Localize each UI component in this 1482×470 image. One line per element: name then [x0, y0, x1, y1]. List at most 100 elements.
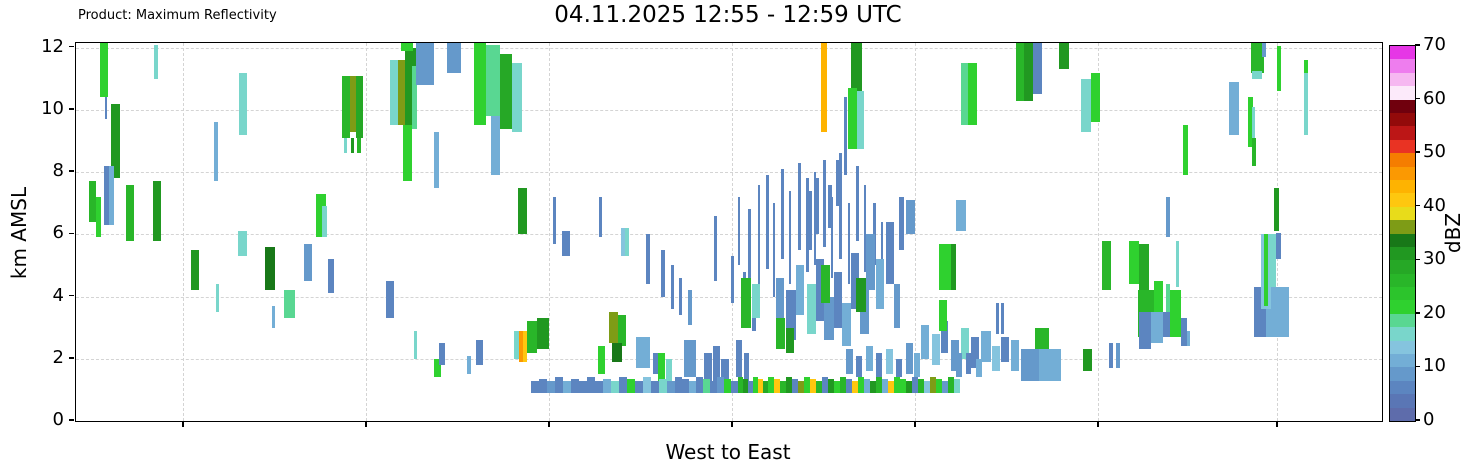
colorbar-tick-label: 20	[1423, 301, 1446, 323]
colorbar-tick-mark	[1415, 44, 1420, 46]
reflectivity-bar	[842, 302, 851, 347]
reflectivity-bar	[272, 305, 275, 328]
reflectivity-bar	[899, 197, 904, 250]
colorbar-tick-label: 30	[1423, 248, 1446, 270]
colorbar-tick-mark	[1415, 151, 1420, 153]
reflectivity-bar	[1187, 330, 1190, 347]
reflectivity-bar	[1001, 302, 1004, 334]
reflectivity-bar	[912, 377, 918, 393]
reflectivity-bar	[710, 380, 717, 393]
reflectivity-bar	[743, 379, 748, 393]
reflectivity-bar	[635, 380, 643, 393]
y-tick-mark	[69, 419, 74, 421]
reflectivity-bar	[894, 284, 900, 328]
colorbar-segment	[1390, 139, 1415, 154]
reflectivity-bar	[688, 290, 692, 325]
reflectivity-bar	[1266, 287, 1289, 337]
reflectivity-bar	[474, 43, 486, 126]
reflectivity-bar	[821, 265, 830, 303]
reflectivity-bar	[512, 63, 522, 132]
colorbar-tick-label: 40	[1423, 194, 1446, 216]
reflectivity-bar	[265, 246, 275, 291]
reflectivity-bar	[888, 380, 894, 393]
reflectivity-bar	[776, 277, 784, 328]
reflectivity-bar	[939, 299, 947, 331]
reflectivity-bar	[1269, 234, 1276, 288]
product-label: Product: Maximum Reflectivity	[78, 8, 277, 23]
reflectivity-bar	[1035, 327, 1049, 350]
reflectivity-bar	[851, 253, 859, 309]
reflectivity-bar	[721, 358, 729, 384]
reflectivity-bar	[1276, 232, 1281, 260]
reflectivity-bar	[839, 153, 842, 260]
reflectivity-bar	[1166, 284, 1170, 313]
colorbar	[1389, 45, 1416, 422]
colorbar-segment	[1390, 58, 1415, 73]
reflectivity-bar	[828, 184, 832, 229]
reflectivity-bar	[603, 379, 611, 393]
reflectivity-bar	[857, 91, 864, 149]
colorbar-segment	[1390, 259, 1415, 274]
reflectivity-bar	[316, 193, 326, 238]
reflectivity-bar	[653, 352, 661, 375]
reflectivity-bar	[941, 321, 948, 353]
reflectivity-bar	[858, 377, 864, 393]
reflectivity-bar	[467, 355, 471, 375]
reflectivity-bar	[386, 281, 394, 319]
colorbar-segment	[1390, 125, 1415, 140]
reflectivity-bar	[1001, 337, 1009, 362]
reflectivity-bar	[866, 346, 873, 372]
colorbar-tick-mark	[1415, 258, 1420, 261]
reflectivity-bar	[611, 380, 619, 393]
reflectivity-bar	[1166, 197, 1170, 238]
reflectivity-bar	[555, 377, 563, 393]
reflectivity-bar	[900, 379, 906, 393]
reflectivity-bar	[724, 379, 731, 393]
reflectivity-bar	[1129, 240, 1139, 285]
reflectivity-bar	[848, 88, 857, 149]
colorbar-tick-mark	[1415, 365, 1420, 368]
reflectivity-bar	[1176, 240, 1179, 288]
colorbar-segment	[1390, 112, 1415, 127]
reflectivity-bar	[822, 377, 828, 393]
reflectivity-bar	[214, 122, 218, 182]
reflectivity-bar	[659, 379, 667, 393]
reflectivity-bar	[961, 327, 969, 359]
reflectivity-bar	[328, 259, 334, 294]
reflectivity-bar	[618, 315, 626, 347]
colorbar-segment	[1390, 286, 1415, 301]
reflectivity-bar	[864, 184, 866, 272]
colorbar-segment	[1390, 313, 1415, 328]
reflectivity-bar	[1142, 290, 1152, 313]
reflectivity-bar	[537, 318, 549, 350]
reflectivity-bar	[547, 380, 555, 393]
reflectivity-bar	[684, 340, 696, 378]
reflectivity-bar	[1277, 46, 1281, 92]
reflectivity-bar	[239, 72, 247, 135]
y-axis-label: km AMSL	[7, 186, 31, 280]
gridline-horizontal	[76, 296, 1382, 298]
reflectivity-bar	[738, 377, 743, 393]
reflectivity-bar	[840, 377, 846, 393]
reflectivity-bar	[675, 377, 682, 393]
reflectivity-bar	[886, 349, 893, 375]
colorbar-segment	[1390, 166, 1415, 180]
reflectivity-bar	[598, 346, 605, 375]
reflectivity-bar	[856, 355, 862, 378]
reflectivity-bar	[914, 352, 920, 378]
reflectivity-bar	[773, 203, 775, 297]
reflectivity-bar	[696, 377, 703, 393]
reflectivity-bar	[153, 181, 161, 241]
reflectivity-bar	[1252, 106, 1255, 138]
colorbar-segment	[1390, 192, 1415, 207]
y-tick-label: 10	[41, 97, 64, 119]
reflectivity-bar	[1011, 340, 1019, 372]
reflectivity-bar	[786, 327, 794, 353]
reflectivity-bar	[924, 380, 930, 393]
reflectivity-bar	[930, 377, 936, 393]
x-tick-mark	[548, 421, 550, 427]
x-tick-mark	[1276, 421, 1278, 427]
reflectivity-bar	[816, 178, 819, 235]
colorbar-segment	[1390, 85, 1415, 100]
